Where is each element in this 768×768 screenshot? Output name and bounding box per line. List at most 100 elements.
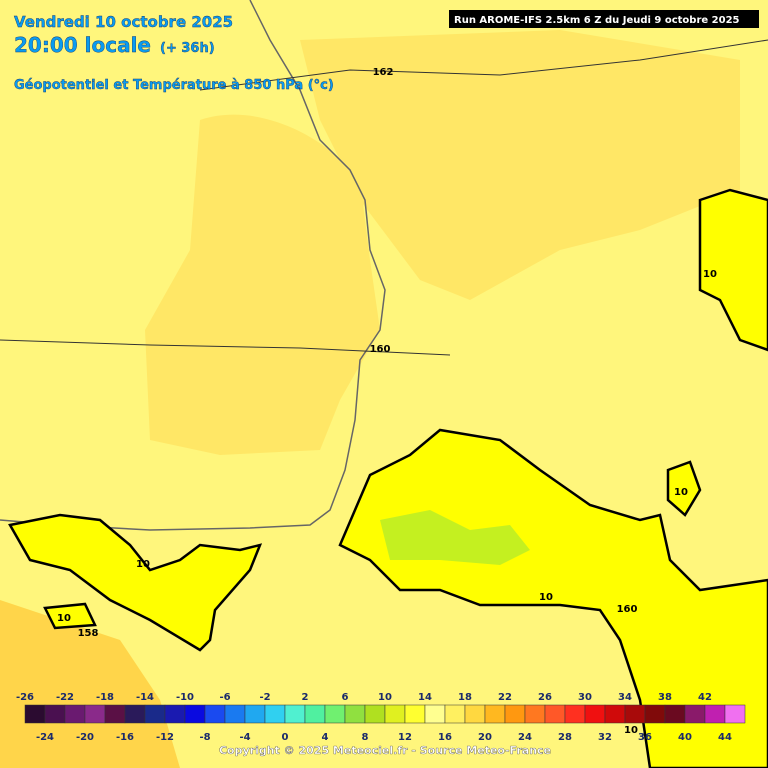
contour-label: 160 [617, 604, 638, 615]
warm-zone [300, 30, 740, 300]
legend-tick: 34 [618, 692, 632, 703]
legend-swatch [164, 704, 186, 724]
legend-tick: -10 [176, 692, 194, 703]
contour-label: 162 [373, 67, 394, 78]
legend-swatch [644, 704, 666, 724]
legend-tick: 24 [518, 732, 532, 743]
legend-swatch [424, 704, 446, 724]
isotherm-10-area [666, 460, 702, 517]
legend-swatch [204, 704, 226, 724]
isohypse [0, 339, 451, 356]
legend-tick: -4 [239, 732, 250, 743]
legend-swatch [504, 704, 526, 724]
legend-swatch [624, 704, 646, 724]
legend-swatch [364, 704, 386, 724]
warm-zone [145, 114, 380, 456]
run-box [449, 10, 759, 28]
legend-tick: 40 [678, 732, 692, 743]
isotherm-10-area [338, 428, 768, 768]
contour-label: 10 [624, 725, 638, 736]
legend-swatch [604, 704, 626, 724]
legend-tick: -24 [36, 732, 54, 743]
legend-swatch [64, 704, 86, 724]
legend-swatch [464, 704, 486, 724]
date: Vendredi 10 octobre 2025 [14, 13, 233, 31]
legend-tick: 36 [638, 732, 652, 743]
legend-swatch [144, 704, 166, 724]
legend-swatch [124, 704, 146, 724]
legend-swatch [564, 704, 586, 724]
contour-label: 10 [539, 592, 553, 603]
legend-tick: 18 [458, 692, 472, 703]
legend-swatch [484, 704, 506, 724]
contour-label: 10 [57, 613, 71, 624]
legend-tick: -18 [96, 692, 114, 703]
legend-tick: 26 [538, 692, 552, 703]
legend-tick: 14 [418, 692, 432, 703]
isotherm-10-area [698, 188, 768, 352]
lead-time: (+ 36h) [160, 41, 215, 56]
legend-tick: 8 [362, 732, 369, 743]
isotherm-10-area [8, 513, 263, 652]
legend-swatch [344, 704, 366, 724]
legend-swatch [544, 704, 566, 724]
coastline [0, 0, 386, 531]
copyright: Copyright © 2025 Meteociel.fr - Source M… [219, 744, 551, 757]
legend-swatch [724, 704, 746, 724]
legend-tick: 6 [342, 692, 349, 703]
legend-tick: -14 [136, 692, 154, 703]
legend-swatch [684, 704, 706, 724]
legend-tick: 12 [398, 732, 412, 743]
legend-tick: 38 [658, 692, 672, 703]
contour-label: 10 [136, 559, 150, 570]
isohypse [199, 39, 768, 91]
legend-swatch [44, 704, 66, 724]
contour-label: 160 [370, 344, 391, 355]
legend-swatch [264, 704, 286, 724]
isotherm-10-area [43, 602, 97, 630]
run-label: Run AROME-IFS 2.5km 6 Z du Jeudi 9 octob… [454, 15, 740, 26]
legend-swatch [104, 704, 126, 724]
legend-tick: 20 [478, 732, 492, 743]
legend-tick: 28 [558, 732, 572, 743]
legend-tick: 10 [378, 692, 392, 703]
legend-tick: 30 [578, 692, 592, 703]
legend-tick: 2 [302, 692, 309, 703]
legend-swatch [524, 704, 546, 724]
legend-swatch [224, 704, 246, 724]
legend-tick: 4 [322, 732, 329, 743]
legend-tick: 42 [698, 692, 712, 703]
legend-tick: -6 [219, 692, 230, 703]
legend-tick: -8 [199, 732, 210, 743]
legend-tick: -16 [116, 732, 134, 743]
legend-tick: -2 [259, 692, 270, 703]
legend-swatch [404, 704, 426, 724]
legend-tick: 16 [438, 732, 452, 743]
legend-swatch [244, 704, 266, 724]
contour-label: 158 [78, 628, 99, 639]
legend-tick: -20 [76, 732, 94, 743]
legend-swatch [304, 704, 326, 724]
legend-swatch [324, 704, 346, 724]
legend-swatch [84, 704, 106, 724]
legend-swatch [284, 704, 306, 724]
parameter: Géopotentiel et Température à 850 hPa (°… [14, 78, 334, 93]
legend-tick: 22 [498, 692, 512, 703]
legend-swatch [704, 704, 726, 724]
time: 20:00 locale [14, 33, 151, 57]
legend-swatch [184, 704, 206, 724]
legend-tick: -22 [56, 692, 74, 703]
contour-label: 10 [674, 487, 688, 498]
legend-swatch [584, 704, 606, 724]
legend-swatch [384, 704, 406, 724]
legend-tick: 44 [718, 732, 732, 743]
warm-zone [0, 600, 180, 768]
contour-label: 10 [703, 269, 717, 280]
legend-swatch [24, 704, 46, 724]
legend-swatch [444, 704, 466, 724]
legend-swatch [664, 704, 686, 724]
legend-tick: -26 [16, 692, 34, 703]
legend-tick: 0 [282, 732, 289, 743]
cool-zone [380, 510, 530, 565]
